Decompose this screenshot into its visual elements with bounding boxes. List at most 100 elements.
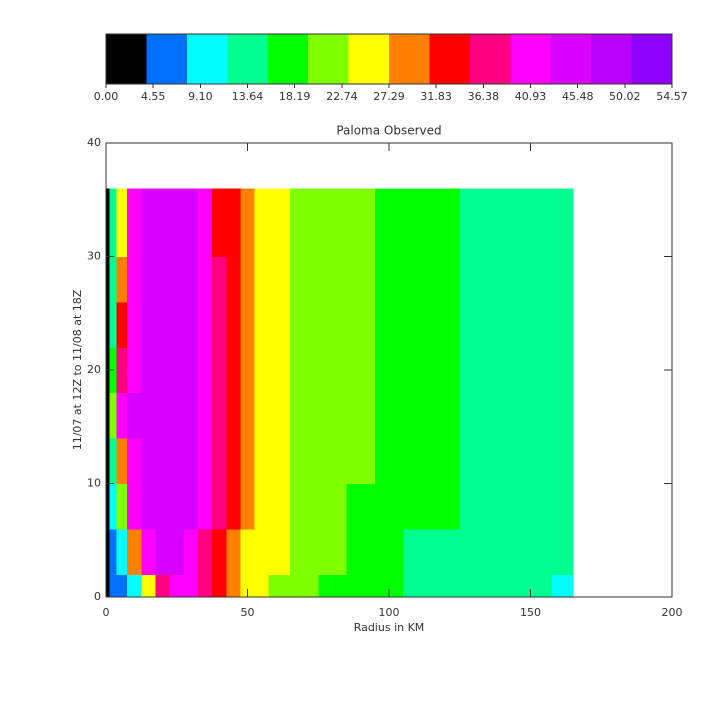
contour-cell <box>169 211 185 257</box>
contour-cell <box>226 188 241 212</box>
contour-cell <box>183 392 199 439</box>
contour-cell <box>551 301 574 348</box>
x-tick-label: 100 <box>379 606 400 619</box>
contour-cell <box>318 574 348 598</box>
contour-cell <box>346 211 376 257</box>
colorbar-swatch <box>146 34 188 84</box>
contour-cell <box>106 301 111 348</box>
x-tick-label: 50 <box>241 606 255 619</box>
contour-cell <box>106 528 111 575</box>
contour-cell <box>212 528 227 575</box>
colorbar-tick-label: 22.74 <box>326 90 358 103</box>
colorbar-tick-label: 36.38 <box>468 90 500 103</box>
contour-cell <box>431 574 461 598</box>
contour-cell <box>289 347 319 394</box>
contour-cell <box>197 438 213 484</box>
contour-cell <box>374 211 404 257</box>
colorbar-swatch <box>106 34 147 84</box>
contour-cell <box>459 256 489 303</box>
contour-cell <box>141 256 157 303</box>
contour-cell <box>116 392 128 439</box>
contour-field <box>106 188 574 598</box>
contour-cell <box>127 392 142 439</box>
contour-cell <box>116 211 128 257</box>
contour-cell <box>488 574 517 598</box>
contour-cell <box>516 211 553 257</box>
contour-cell <box>459 188 489 212</box>
contour-cell <box>106 211 111 257</box>
contour-cell <box>403 347 432 394</box>
colorbar-tick-label: 13.64 <box>232 90 264 103</box>
colorbar-swatch <box>550 34 592 84</box>
contour-cell <box>431 528 461 575</box>
contour-cell <box>488 301 517 348</box>
contour-cell <box>155 528 171 575</box>
contour-cell <box>318 188 348 212</box>
contour-cell <box>254 574 270 598</box>
y-axis-label: 11/07 at 12Z to 11/08 at 18Z <box>71 289 84 450</box>
contour-cell <box>212 256 227 303</box>
contour-cell <box>106 438 111 484</box>
colorbar-swatch <box>469 34 511 84</box>
contour-cell <box>169 528 185 575</box>
contour-cell <box>183 301 199 348</box>
contour-cell <box>109 438 118 484</box>
contour-cell <box>346 256 376 303</box>
contour-cell <box>240 347 256 394</box>
colorbar-swatch <box>389 34 430 84</box>
contour-cell <box>106 483 111 530</box>
contour-cell <box>516 574 553 598</box>
colorbar-tick-label: 18.19 <box>279 90 311 103</box>
contour-cell <box>212 483 227 530</box>
contour-cell <box>346 528 376 575</box>
contour-cell <box>141 392 157 439</box>
contour-cell <box>169 188 185 212</box>
contour-cell <box>240 483 256 530</box>
contour-cell <box>268 438 291 484</box>
contour-cell <box>127 438 142 484</box>
contour-cell <box>141 528 157 575</box>
contour-cell <box>212 438 227 484</box>
contour-cell <box>268 392 291 439</box>
contour-cell <box>197 347 213 394</box>
contour-cell <box>374 483 404 530</box>
contour-cell <box>106 392 111 439</box>
contour-cell <box>183 528 199 575</box>
contour-cell <box>289 256 319 303</box>
contour-cell <box>516 347 553 394</box>
contour-cell <box>212 347 227 394</box>
contour-cell <box>212 574 227 598</box>
contour-cell <box>516 392 553 439</box>
contour-cell <box>141 574 157 598</box>
contour-cell <box>141 438 157 484</box>
contour-cell <box>116 528 128 575</box>
contour-cell <box>374 392 404 439</box>
contour-cell <box>197 211 213 257</box>
contour-cell <box>106 574 111 598</box>
contour-cell <box>346 438 376 484</box>
contour-cell <box>197 301 213 348</box>
contour-cell <box>289 188 319 212</box>
contour-cell <box>488 483 517 530</box>
contour-cell <box>374 301 404 348</box>
colorbar-tick-label: 50.02 <box>609 90 641 103</box>
contour-cell <box>226 211 241 257</box>
contour-cell <box>551 347 574 394</box>
contour-cell <box>268 211 291 257</box>
contour-cell <box>459 574 489 598</box>
contour-cell <box>240 256 256 303</box>
contour-cell <box>488 256 517 303</box>
colorbar-swatch <box>308 34 350 84</box>
contour-cell <box>318 392 348 439</box>
contour-cell <box>155 347 171 394</box>
contour-cell <box>551 574 574 598</box>
contour-cell <box>254 483 270 530</box>
contour-cell <box>183 211 199 257</box>
contour-cell <box>240 211 256 257</box>
contour-cell <box>403 211 432 257</box>
contour-cell <box>289 392 319 439</box>
colorbar-swatch <box>510 34 552 84</box>
contour-cell <box>226 483 241 530</box>
contour-cell <box>240 528 256 575</box>
contour-cell <box>254 392 270 439</box>
